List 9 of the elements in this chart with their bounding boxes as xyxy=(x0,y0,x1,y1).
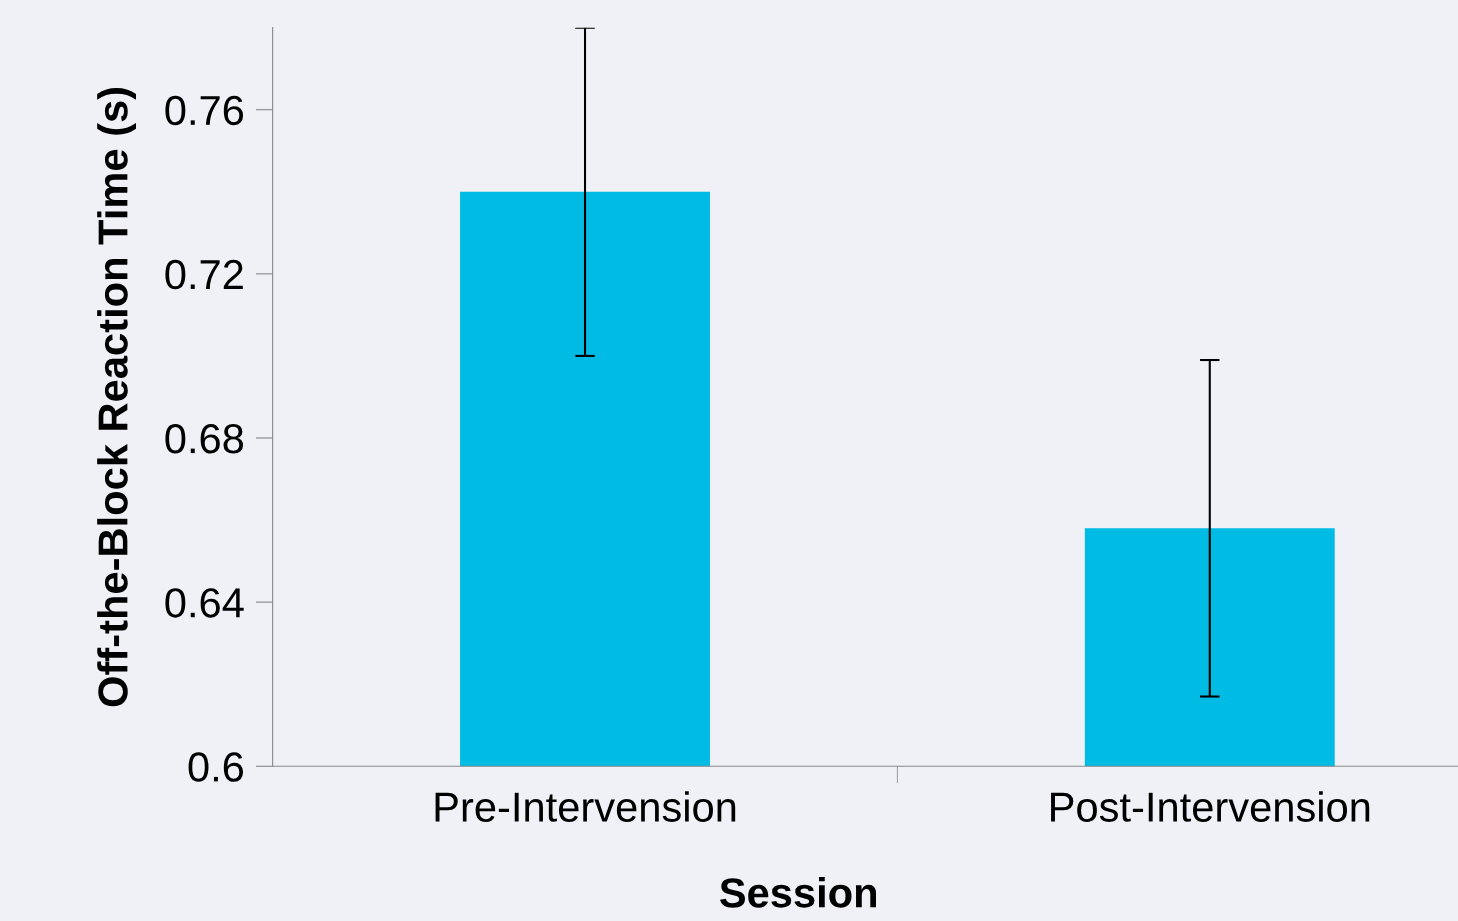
y-tick-label: 0.76 xyxy=(165,95,244,126)
x-tick-label: Pre-Intervension xyxy=(435,791,736,822)
x-tick-label: Post-Intervension xyxy=(1051,791,1370,822)
y-tick-label: 0.6 xyxy=(188,752,244,782)
y-tick-label: 0.72 xyxy=(165,259,243,290)
x-axis-title: Session xyxy=(720,877,877,908)
y-tick-label: 0.64 xyxy=(165,588,244,618)
y-tick-label: 0.68 xyxy=(165,423,244,454)
y-axis-title: Off-the-Block Reaction Time (s) xyxy=(97,87,136,707)
